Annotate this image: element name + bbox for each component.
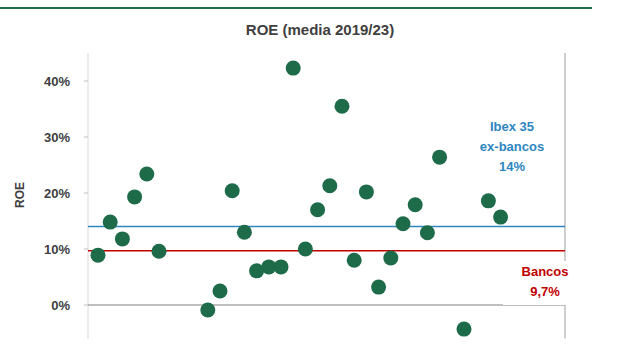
reference-label-bg (470, 116, 554, 180)
data-point (139, 166, 154, 181)
data-point (115, 231, 130, 246)
data-point (396, 216, 411, 231)
data-point (359, 184, 374, 199)
title: ROE (media 2019/23) (246, 21, 394, 38)
y-tick (84, 305, 88, 306)
y-tick-label: 20% (44, 186, 70, 201)
data-point (237, 225, 252, 240)
y-axis-line (88, 53, 89, 339)
data-point (371, 280, 386, 295)
y-tick (84, 81, 88, 82)
y-tick-label: 0% (51, 298, 70, 313)
data-point (91, 248, 106, 263)
y-tick-label: 30% (44, 130, 70, 145)
reference-label: Bancos (522, 264, 569, 279)
y-tick-label: 10% (44, 242, 70, 257)
y-tick (84, 193, 88, 194)
data-point (457, 322, 472, 337)
reference-label: 9,7% (530, 284, 560, 299)
data-point (335, 99, 350, 114)
data-point (408, 197, 423, 212)
reference-label: ex-bancos (480, 139, 544, 154)
data-point (225, 183, 240, 198)
chart-container: ROE (media 2019/23) ROE 0% 10% 20% 30% 40% Ibex… (0, 0, 620, 353)
data-point (286, 61, 301, 76)
data-point (347, 253, 362, 268)
reference-label: Ibex 35 (490, 119, 534, 134)
reference-line (88, 226, 565, 228)
plot-area (88, 61, 565, 337)
data-point (432, 150, 447, 165)
y-tick (84, 137, 88, 138)
y-tick (84, 249, 88, 250)
y-axis-label: ROE (13, 182, 27, 208)
data-point (481, 193, 496, 208)
zero-line (88, 304, 565, 305)
data-point (152, 244, 167, 259)
data-point (420, 225, 435, 240)
data-point (298, 242, 313, 257)
data-point (213, 284, 228, 299)
y-tick-label: 40% (44, 74, 70, 89)
chart-svg: ROE (media 2019/23) ROE 0% 10% 20% 30% 40% Ibex… (0, 0, 620, 353)
header-rule (0, 7, 592, 9)
reference-label-bg (503, 261, 587, 305)
data-point (310, 202, 325, 217)
data-point (103, 215, 118, 230)
data-point (127, 189, 142, 204)
data-point (383, 250, 398, 265)
data-point (274, 259, 289, 274)
reference-label: 14% (499, 159, 525, 174)
data-point (200, 303, 215, 318)
data-point (493, 210, 508, 225)
data-point (322, 178, 337, 193)
